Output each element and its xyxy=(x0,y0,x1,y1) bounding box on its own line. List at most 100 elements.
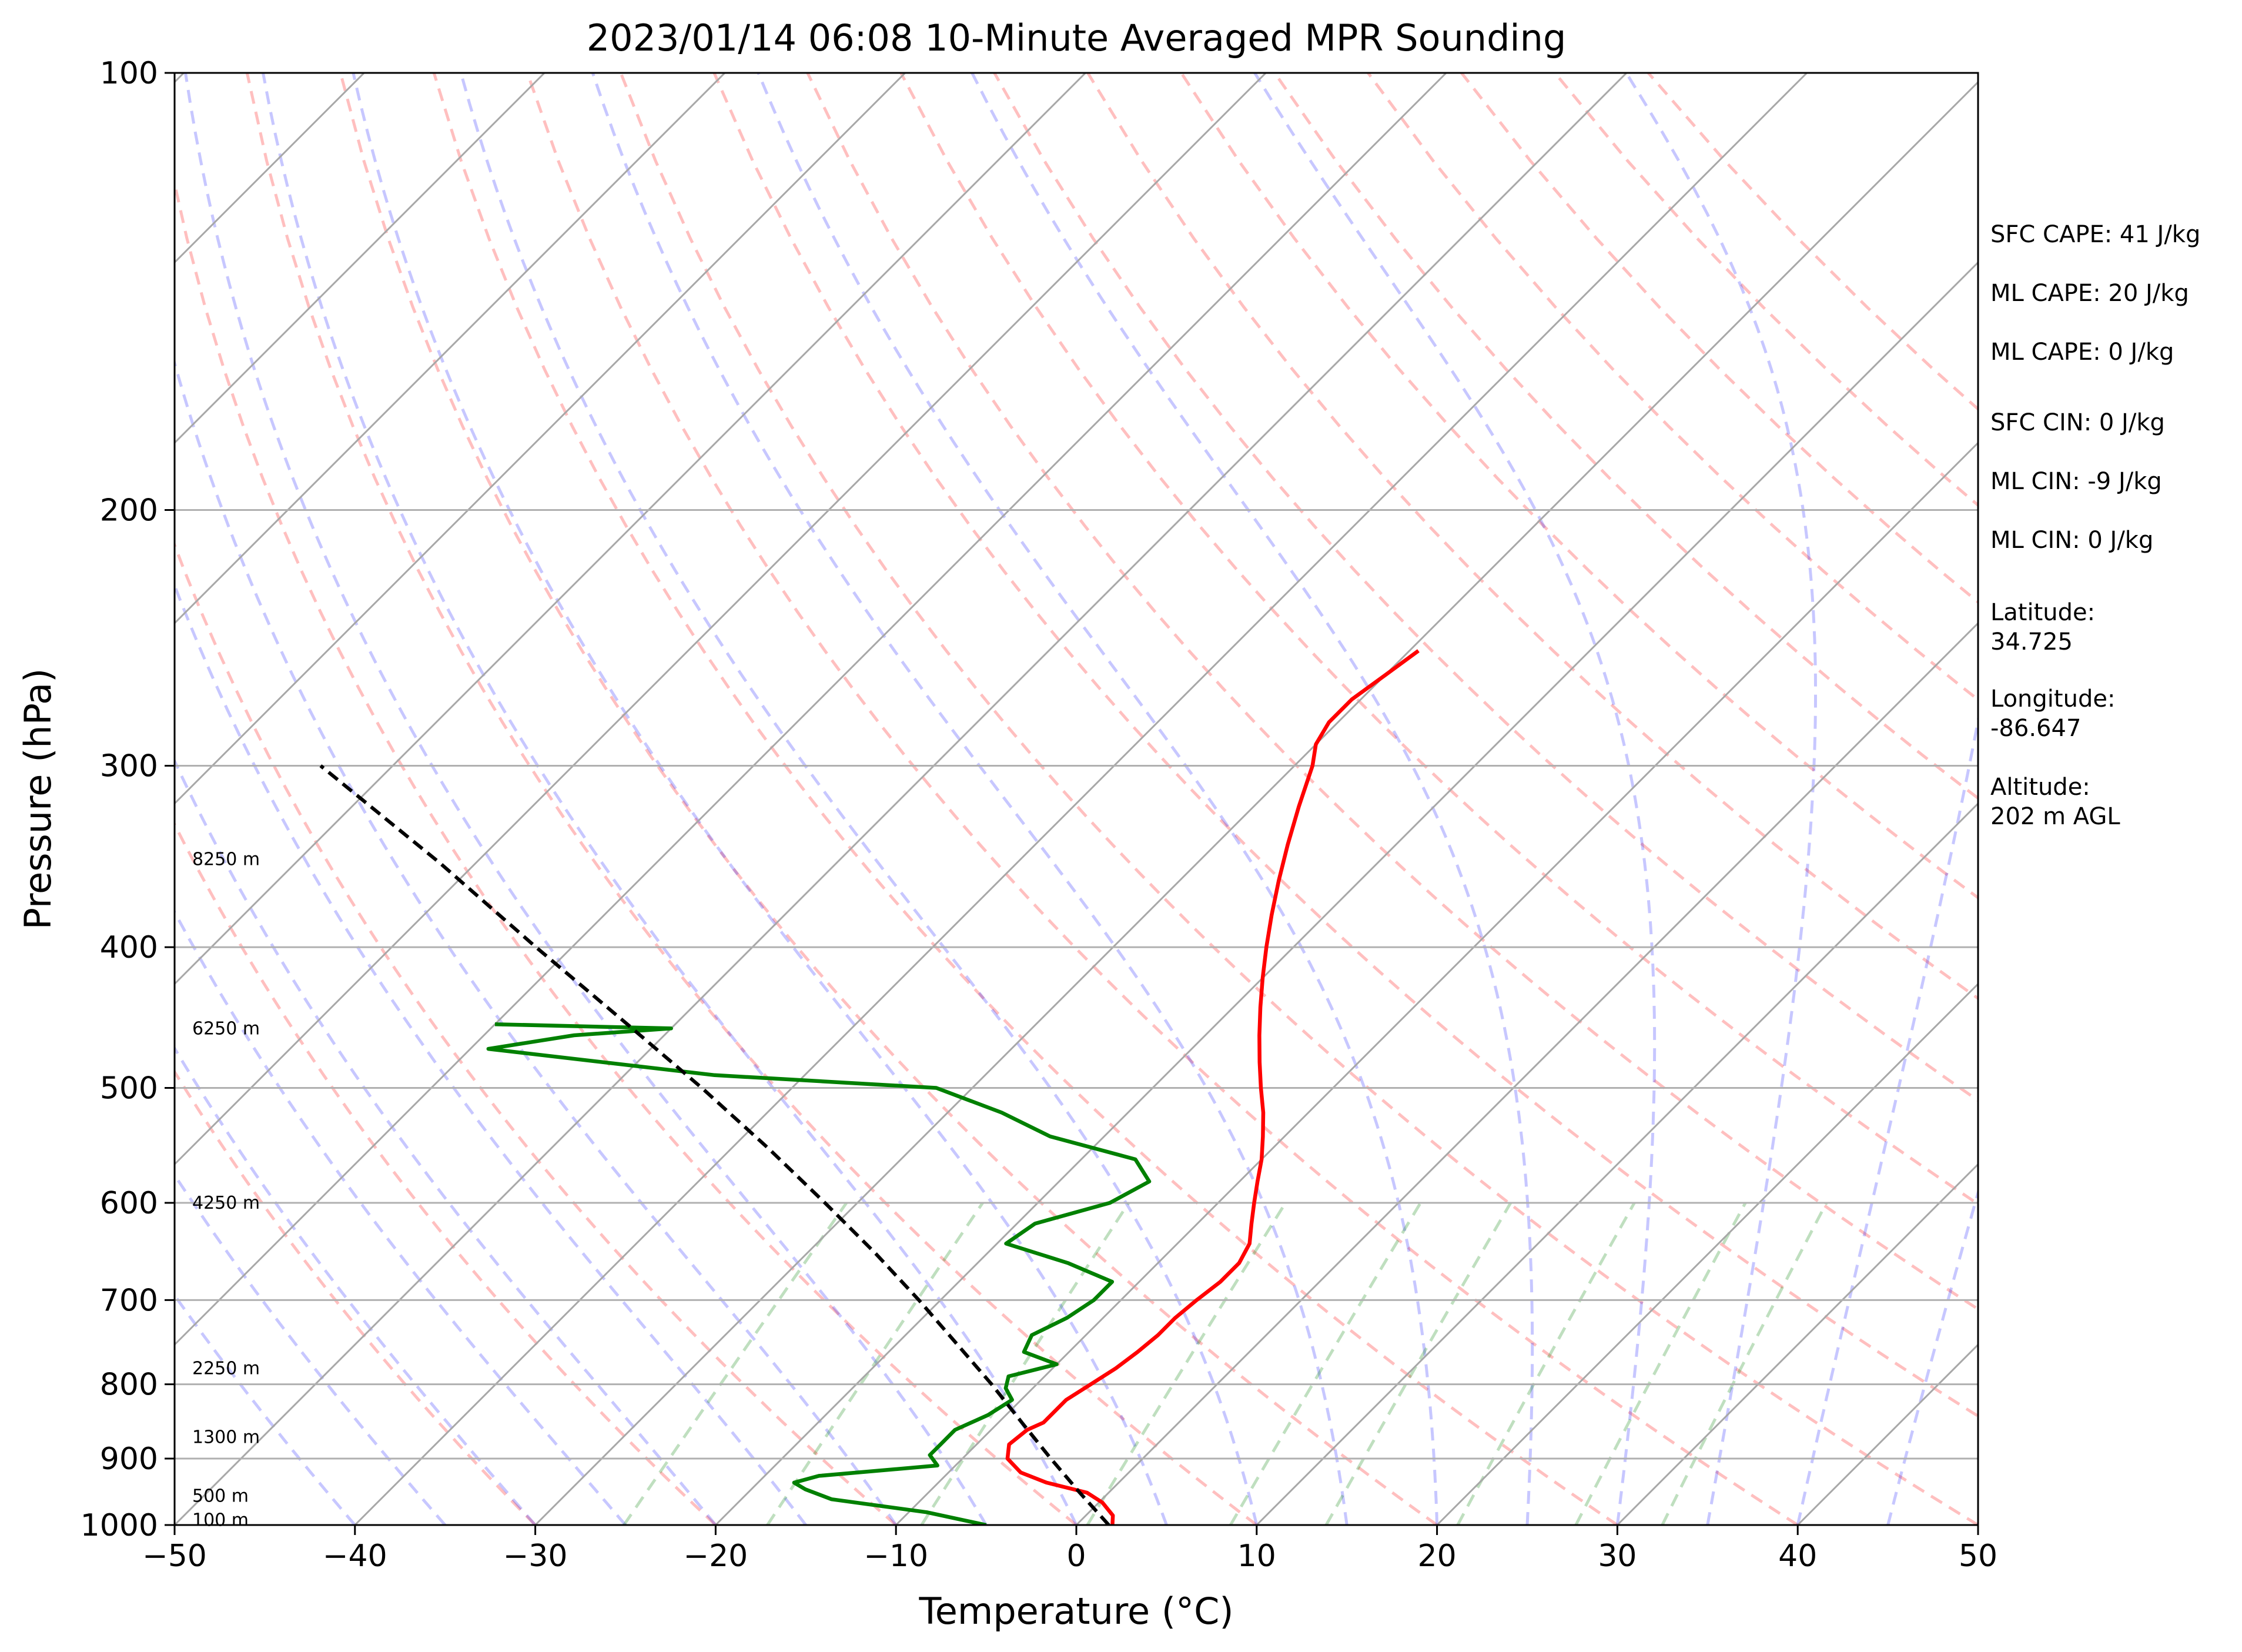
y-tick-label: 500 xyxy=(100,1071,158,1106)
mixing-ratio-line xyxy=(1324,1202,1512,1525)
dry-adiabat-line xyxy=(432,73,1618,1525)
isotherm-line xyxy=(1075,621,1978,1525)
dewpoint-profile-line xyxy=(486,1022,1152,1525)
x-tick-label: −40 xyxy=(323,1539,387,1574)
annotation-text: -86.647 xyxy=(1990,715,2081,742)
y-tick-label: 700 xyxy=(100,1283,158,1318)
height-label: 100 m xyxy=(192,1510,249,1530)
x-tick-label: 20 xyxy=(1418,1539,1457,1574)
x-tick-label: −50 xyxy=(142,1539,207,1574)
mixing-ratio-line xyxy=(1086,1202,1287,1525)
data-series xyxy=(319,649,1420,1525)
annotation-text: ML CAPE: 0 J/kg xyxy=(1990,339,2174,366)
annotation-text: ML CAPE: 20 J/kg xyxy=(1990,280,2189,307)
isotherm-line xyxy=(175,73,1267,1166)
dry-adiabat-line xyxy=(899,73,1978,1206)
isotherm-line xyxy=(1436,982,1978,1525)
annotation-text: 34.725 xyxy=(1990,628,2073,656)
x-tick-label: 0 xyxy=(1066,1539,1086,1574)
isotherm-line xyxy=(175,73,546,444)
y-tick-label: 300 xyxy=(100,748,158,784)
isotherm-line xyxy=(175,73,1447,1346)
annotation-text: 202 m AGL xyxy=(1990,803,2120,830)
isotherm-line xyxy=(175,73,1628,1525)
x-tick-label: 50 xyxy=(1959,1539,1997,1574)
dry-adiabat-line xyxy=(175,177,1078,1525)
annotation-text: SFC CAPE: 41 J/kg xyxy=(1990,221,2200,248)
isotherm-line xyxy=(1617,1163,1978,1525)
y-tick-label: 1000 xyxy=(81,1508,158,1543)
moist-adiabat-line xyxy=(1796,713,1978,1525)
dry-adiabat-line xyxy=(993,73,1978,1102)
mixing-ratio-line xyxy=(1229,1202,1422,1525)
height-label: 6250 m xyxy=(192,1018,260,1039)
moist-adiabat-line xyxy=(175,1172,447,1525)
dry-adiabat-line xyxy=(1086,73,1978,1001)
dry-adiabat-line xyxy=(526,73,1799,1525)
annotation-text: ML CIN: 0 J/kg xyxy=(1990,527,2153,554)
moist-adiabat-line xyxy=(175,1293,356,1525)
x-tick-label: −20 xyxy=(684,1539,748,1574)
moist-adiabat-line xyxy=(352,73,1168,1525)
grid-lines xyxy=(175,73,1978,1525)
isotherm-line xyxy=(895,442,1978,1525)
height-label: 500 m xyxy=(192,1486,249,1507)
moist-adiabat-line xyxy=(1625,73,1817,1525)
height-label: 8250 m xyxy=(192,850,260,870)
annotation-text: SFC CIN: 0 J/kg xyxy=(1990,409,2165,436)
isotherm-line xyxy=(1256,802,1978,1525)
y-tick-label: 400 xyxy=(100,930,158,965)
moist-adiabat-line xyxy=(184,73,988,1525)
isotherm-line xyxy=(715,261,1978,1525)
dry-adiabat-line xyxy=(712,73,1978,1418)
y-tick-label: 100 xyxy=(100,56,158,91)
x-tick-label: 40 xyxy=(1778,1539,1817,1574)
moist-adiabat-line xyxy=(175,909,627,1525)
y-tick-label: 800 xyxy=(100,1367,158,1403)
dry-adiabat-line xyxy=(245,73,1258,1525)
x-axis-ticks: −50 −40 −30 −20 −10 0 10 20 30 40 50 xyxy=(142,1525,1997,1574)
dry-adiabat-line xyxy=(339,73,1438,1525)
height-label: 2250 m xyxy=(192,1358,260,1379)
y-axis-ticks: 1000 900 800 700 600 500 400 300 200 100 xyxy=(81,56,175,1543)
dry-adiabat-line xyxy=(619,73,1978,1525)
x-tick-label: −10 xyxy=(864,1539,928,1574)
temperature-profile-line xyxy=(1005,649,1420,1525)
annotation-text: Latitude: xyxy=(1990,599,2095,626)
dry-adiabat-line xyxy=(175,821,717,1525)
dry-adiabat-line xyxy=(175,541,897,1525)
moist-adiabat-line xyxy=(175,757,717,1525)
chart-title: 2023/01/14 06:08 10-Minute Averaged MPR … xyxy=(587,16,1567,59)
sounding-annotations: SFC CAPE: 41 J/kg ML CAPE: 20 J/kg ML CAPE… xyxy=(1990,221,2200,830)
height-labels: 8250 m 6250 m 4250 m 2250 m 1300 m 500 m 100 m xyxy=(192,850,260,1531)
moist-adiabat-line xyxy=(175,1045,537,1525)
moist-adiabat-line xyxy=(175,357,898,1525)
isotherm-line xyxy=(354,73,1808,1525)
moist-adiabat-line xyxy=(591,73,1348,1525)
height-label: 4250 m xyxy=(192,1193,260,1213)
annotation-text: Altitude: xyxy=(1990,774,2090,801)
isotherm-line xyxy=(175,73,906,805)
moist-adiabat-line xyxy=(757,73,1439,1525)
isotherm-line xyxy=(175,73,726,625)
annotation-text: ML CIN: -9 J/kg xyxy=(1990,468,2162,495)
y-tick-label: 600 xyxy=(100,1186,158,1221)
y-tick-label: 200 xyxy=(100,493,158,529)
y-tick-label: 900 xyxy=(100,1442,158,1477)
moist-adiabat-line xyxy=(175,581,807,1525)
dry-adiabat-line xyxy=(1367,73,1978,702)
dry-adiabat-line xyxy=(806,73,1978,1311)
x-tick-label: 10 xyxy=(1237,1539,1276,1574)
dry-adiabat-line xyxy=(1273,73,1978,800)
dry-adiabat-line xyxy=(175,1069,537,1525)
isotherm-line xyxy=(534,81,1978,1525)
annotation-text: Longitude: xyxy=(1990,685,2115,713)
y-axis-label: Pressure (hPa) xyxy=(16,668,59,930)
x-axis-label: Temperature (°C) xyxy=(918,1590,1233,1633)
height-label: 1300 m xyxy=(192,1427,260,1448)
x-tick-label: −30 xyxy=(503,1539,568,1574)
x-tick-label: 30 xyxy=(1598,1539,1637,1574)
moist-adiabat-line xyxy=(1886,1187,1978,1525)
